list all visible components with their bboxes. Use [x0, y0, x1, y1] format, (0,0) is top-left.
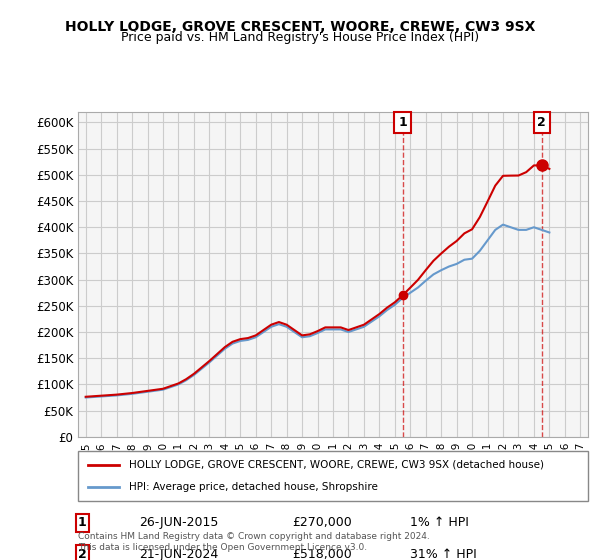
Text: £518,000: £518,000	[292, 548, 352, 560]
Text: HOLLY LODGE, GROVE CRESCENT, WOORE, CREWE, CW3 9SX (detached house): HOLLY LODGE, GROVE CRESCENT, WOORE, CREW…	[129, 460, 544, 470]
Text: 26-JUN-2015: 26-JUN-2015	[139, 516, 218, 529]
Text: 31% ↑ HPI: 31% ↑ HPI	[409, 548, 476, 560]
FancyBboxPatch shape	[78, 451, 588, 501]
Text: 2: 2	[78, 548, 87, 560]
Text: £270,000: £270,000	[292, 516, 352, 529]
Text: Price paid vs. HM Land Registry's House Price Index (HPI): Price paid vs. HM Land Registry's House …	[121, 31, 479, 44]
Text: HOLLY LODGE, GROVE CRESCENT, WOORE, CREWE, CW3 9SX: HOLLY LODGE, GROVE CRESCENT, WOORE, CREW…	[65, 20, 535, 34]
Text: 21-JUN-2024: 21-JUN-2024	[139, 548, 218, 560]
Text: 2: 2	[537, 116, 546, 129]
Text: 1: 1	[78, 516, 87, 529]
Text: 1% ↑ HPI: 1% ↑ HPI	[409, 516, 469, 529]
Text: 1: 1	[398, 116, 407, 129]
Text: HPI: Average price, detached house, Shropshire: HPI: Average price, detached house, Shro…	[129, 482, 378, 492]
Text: Contains HM Land Registry data © Crown copyright and database right 2024.
This d: Contains HM Land Registry data © Crown c…	[78, 532, 430, 552]
